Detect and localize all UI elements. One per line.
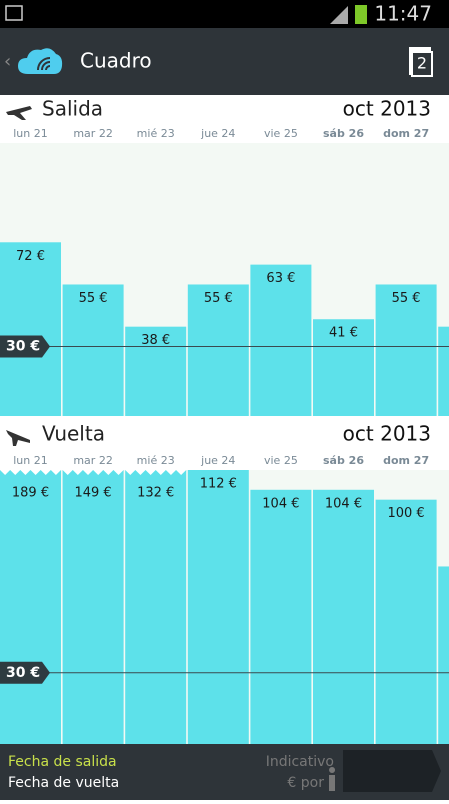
action-bar [0, 28, 449, 95]
price-bar [250, 489, 312, 744]
per-person: € por [287, 775, 324, 791]
day-label: vie 25 [264, 127, 298, 140]
section-header [0, 420, 449, 470]
gallery-icon [5, 5, 23, 21]
price-bar [125, 470, 187, 744]
price-bar [375, 499, 437, 744]
price-bar [438, 326, 449, 416]
price-bar [0, 470, 61, 744]
overflow-edge [62, 469, 124, 475]
price-label: 55 € [392, 291, 421, 306]
price-bar [250, 264, 312, 416]
reference-label: 30 € [6, 339, 40, 355]
price-label: 38 € [141, 333, 170, 348]
return-date-label[interactable]: Fecha de vuelta [8, 775, 119, 791]
battery-icon [355, 5, 367, 24]
day-label: mar 22 [73, 127, 112, 140]
sections: Salida oct 2013 lun 21 72 € mar 22 55 € mié 23… [0, 95, 449, 744]
day-label: lun 21 [13, 454, 48, 467]
day-label: sáb 26 [323, 454, 364, 467]
app-title: Cuadro [80, 49, 152, 73]
day-label: jue 24 [200, 454, 235, 467]
day-label: vie 25 [264, 454, 298, 467]
reference-tag [0, 661, 50, 684]
section-month: oct 2013 [343, 97, 431, 121]
price-bar [0, 242, 61, 416]
signal-icon [330, 6, 348, 24]
day-label: dom 27 [383, 454, 429, 467]
status-bar [0, 0, 449, 28]
price-bar [125, 326, 187, 416]
tabs-button[interactable]: 2 [409, 47, 433, 77]
price-label: 63 € [266, 271, 295, 286]
tabs-count: 2 [417, 54, 427, 73]
price-label: 189 € [12, 486, 49, 501]
price-label: 72 € [16, 249, 45, 264]
price-bar [313, 489, 374, 744]
day-label: lun 21 [13, 127, 48, 140]
price-label: 149 € [74, 486, 111, 501]
price-label: 112 € [200, 477, 237, 492]
overflow-edge [0, 469, 61, 475]
clock: 11:47 [374, 2, 432, 26]
price-label: 41 € [329, 326, 358, 341]
departure-date-label[interactable]: Fecha de salida [8, 754, 117, 770]
price-note: Indicativo [266, 754, 334, 770]
price-bar [375, 284, 437, 416]
section-title: Vuelta [42, 422, 105, 446]
price-label: 55 € [79, 291, 108, 306]
section-title: Salida [42, 97, 103, 121]
day-label: mié 23 [137, 454, 175, 467]
reference-tag [0, 335, 50, 358]
plane-icon [6, 430, 30, 446]
price-box[interactable] [343, 750, 441, 792]
price-bar [62, 470, 124, 744]
back-icon[interactable]: ‹ [4, 51, 11, 72]
reference-label: 30 € [6, 665, 40, 681]
day-label: mar 22 [73, 454, 112, 467]
price-label: 104 € [325, 496, 362, 511]
day-label: dom 27 [383, 127, 429, 140]
section-month: oct 2013 [343, 422, 431, 446]
price-bar [313, 319, 374, 416]
person-icon [329, 767, 336, 791]
overflow-edge [125, 469, 187, 475]
price-bar [62, 284, 124, 416]
section-header [0, 95, 449, 143]
price-label: 100 € [387, 506, 424, 521]
price-bar [438, 566, 449, 744]
plane-icon [6, 106, 32, 120]
price-label: 104 € [262, 496, 299, 511]
app-logo[interactable] [18, 48, 63, 74]
day-label: mié 23 [137, 127, 175, 140]
price-bar [187, 284, 249, 416]
price-bar [187, 470, 249, 744]
day-label: sáb 26 [323, 127, 364, 140]
price-label: 132 € [137, 486, 174, 501]
day-label: jue 24 [200, 127, 235, 140]
price-label: 55 € [204, 291, 233, 306]
